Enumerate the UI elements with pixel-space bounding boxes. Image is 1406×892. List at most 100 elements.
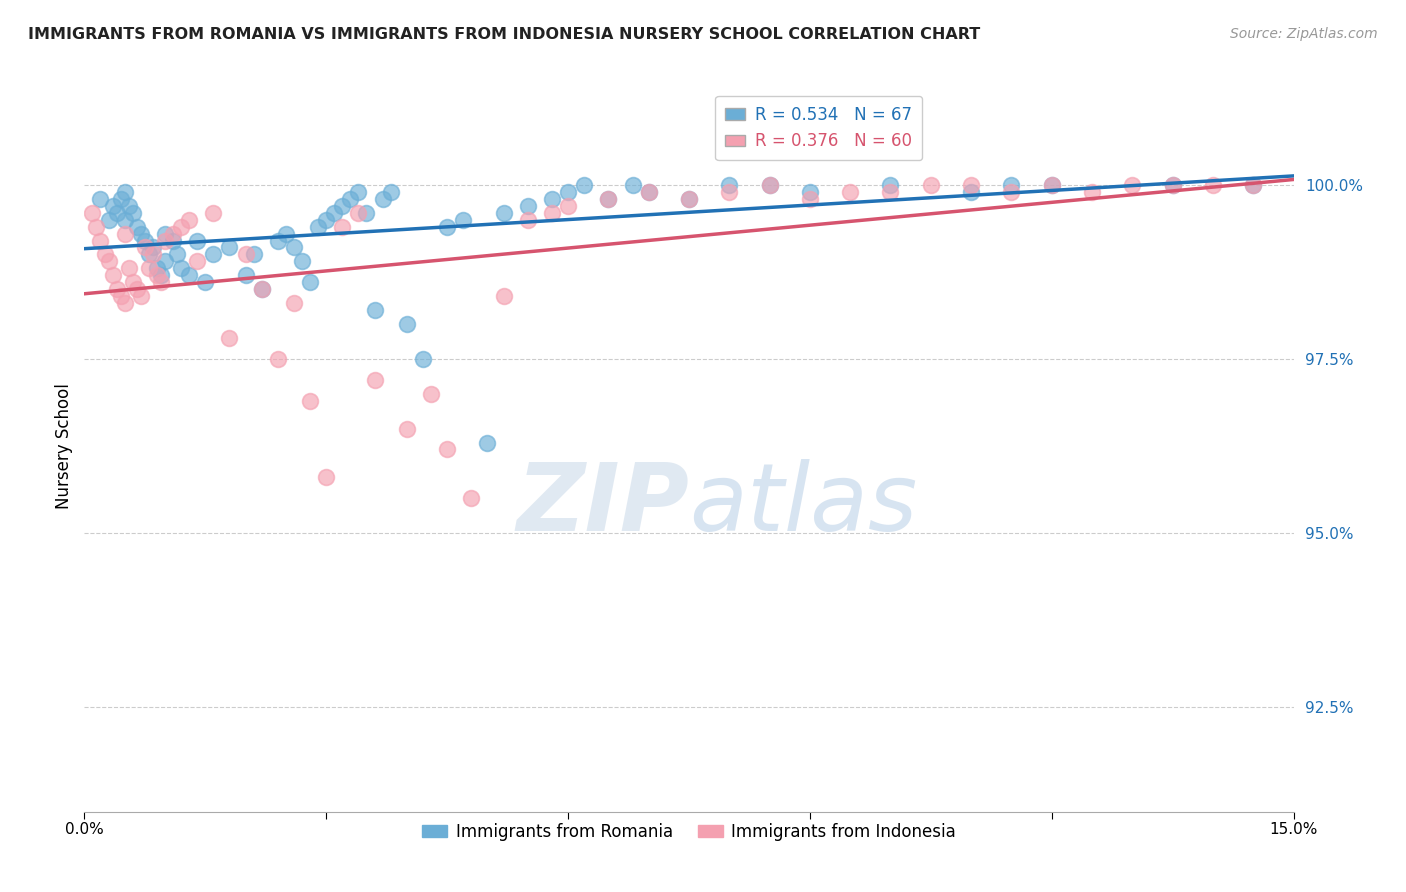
Point: [162, 234, 184, 248]
Point: [1161, 178, 1184, 192]
Point: [477, 435, 499, 450]
Point: [799, 185, 821, 199]
Point: [121, 205, 143, 219]
Point: [315, 470, 337, 484]
Point: [149, 275, 172, 289]
Text: ZIP: ZIP: [516, 458, 689, 550]
Point: [541, 205, 564, 219]
Point: [323, 205, 346, 219]
Point: [170, 261, 193, 276]
Point: [879, 178, 901, 192]
Point: [718, 185, 741, 199]
Point: [125, 219, 148, 234]
Point: [105, 205, 128, 219]
Legend: Immigrants from Romania, Immigrants from Indonesia: Immigrants from Romania, Immigrants from…: [416, 816, 962, 847]
Point: [110, 289, 132, 303]
Point: [146, 268, 169, 283]
Point: [235, 268, 257, 283]
Point: [129, 289, 152, 303]
Text: atlas: atlas: [689, 459, 917, 550]
Point: [330, 199, 353, 213]
Point: [541, 192, 564, 206]
Point: [267, 234, 290, 248]
Point: [1040, 178, 1063, 192]
Point: [194, 275, 217, 289]
Point: [758, 178, 780, 192]
Point: [637, 185, 659, 199]
Point: [149, 268, 172, 283]
Point: [125, 282, 148, 296]
Point: [299, 275, 322, 289]
Point: [101, 268, 124, 283]
Point: [1241, 178, 1264, 192]
Point: [363, 303, 385, 318]
Point: [516, 199, 538, 213]
Point: [153, 227, 176, 241]
Point: [492, 205, 515, 219]
Point: [436, 442, 458, 457]
Point: [114, 185, 136, 199]
Text: IMMIGRANTS FROM ROMANIA VS IMMIGRANTS FROM INDONESIA NURSERY SCHOOL CORRELATION : IMMIGRANTS FROM ROMANIA VS IMMIGRANTS FR…: [28, 27, 980, 42]
Point: [114, 296, 136, 310]
Point: [621, 178, 644, 192]
Point: [179, 212, 201, 227]
Point: [598, 192, 620, 206]
Point: [250, 282, 273, 296]
Point: [218, 331, 240, 345]
Point: [839, 185, 862, 199]
Point: [436, 219, 458, 234]
Point: [960, 178, 983, 192]
Point: [134, 240, 156, 254]
Point: [557, 185, 579, 199]
Point: [162, 227, 184, 241]
Point: [758, 178, 780, 192]
Point: [347, 185, 370, 199]
Point: [347, 205, 370, 219]
Point: [142, 247, 165, 261]
Point: [799, 192, 821, 206]
Point: [291, 254, 314, 268]
Point: [235, 247, 257, 261]
Point: [153, 234, 176, 248]
Point: [516, 212, 538, 227]
Point: [118, 199, 141, 213]
Point: [598, 192, 620, 206]
Point: [920, 178, 942, 192]
Point: [186, 234, 208, 248]
Point: [283, 240, 305, 254]
Point: [637, 185, 659, 199]
Point: [1000, 178, 1022, 192]
Point: [93, 247, 115, 261]
Point: [105, 282, 128, 296]
Point: [101, 199, 124, 213]
Point: [250, 282, 273, 296]
Point: [166, 247, 188, 261]
Point: [960, 185, 983, 199]
Point: [186, 254, 208, 268]
Text: 0.0%: 0.0%: [65, 822, 104, 838]
Point: [395, 317, 418, 331]
Point: [218, 240, 240, 254]
Point: [118, 261, 141, 276]
Point: [89, 234, 111, 248]
Point: [86, 219, 108, 234]
Point: [356, 205, 378, 219]
Point: [274, 227, 297, 241]
Point: [307, 219, 329, 234]
Point: [1000, 185, 1022, 199]
Point: [283, 296, 305, 310]
Point: [202, 247, 225, 261]
Point: [97, 212, 120, 227]
Point: [557, 199, 579, 213]
Point: [1121, 178, 1143, 192]
Point: [146, 261, 169, 276]
Point: [1040, 178, 1063, 192]
Point: [879, 185, 901, 199]
Point: [202, 205, 225, 219]
Point: [315, 212, 337, 227]
Text: 15.0%: 15.0%: [1270, 822, 1317, 838]
Point: [460, 491, 482, 506]
Point: [718, 178, 741, 192]
Point: [138, 247, 160, 261]
Point: [451, 212, 474, 227]
